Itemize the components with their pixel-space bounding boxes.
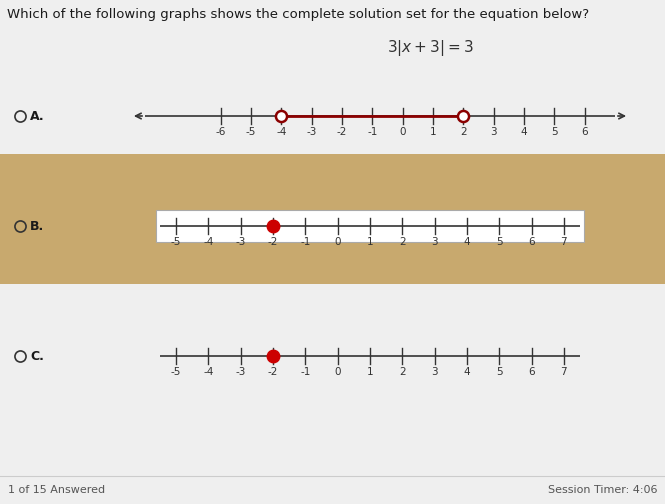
Text: 1: 1 (430, 127, 436, 137)
Text: -6: -6 (215, 127, 226, 137)
Text: -2: -2 (268, 367, 278, 377)
Bar (156, 210, 584, 242)
Text: 4: 4 (521, 127, 527, 137)
Text: 1: 1 (366, 367, 373, 377)
Text: 3: 3 (490, 127, 497, 137)
Text: $3|x + 3| = 3$: $3|x + 3| = 3$ (386, 38, 473, 58)
Text: 2: 2 (460, 127, 467, 137)
Text: 2: 2 (399, 237, 406, 247)
Text: 5: 5 (496, 237, 503, 247)
Text: -1: -1 (300, 367, 311, 377)
Text: 5: 5 (551, 127, 558, 137)
Text: -2: -2 (337, 127, 347, 137)
Text: 1: 1 (366, 237, 373, 247)
Text: 0: 0 (334, 237, 341, 247)
Text: B.: B. (30, 220, 45, 232)
Text: -3: -3 (235, 367, 246, 377)
Text: 1 of 15 Answered: 1 of 15 Answered (8, 485, 105, 495)
Text: A.: A. (30, 109, 45, 122)
Text: -3: -3 (307, 127, 317, 137)
Text: 2: 2 (399, 367, 406, 377)
Text: -5: -5 (246, 127, 256, 137)
Text: 6: 6 (528, 237, 535, 247)
Text: 3: 3 (432, 237, 438, 247)
Text: 4: 4 (464, 237, 470, 247)
Text: -5: -5 (171, 237, 182, 247)
Text: -4: -4 (203, 367, 213, 377)
Bar (0, 154, 665, 284)
Text: -1: -1 (367, 127, 378, 137)
Text: 5: 5 (496, 367, 503, 377)
Text: 6: 6 (581, 127, 588, 137)
Text: -4: -4 (203, 237, 213, 247)
Text: Session Timer: 4:06: Session Timer: 4:06 (547, 485, 657, 495)
Text: 0: 0 (400, 127, 406, 137)
Text: -2: -2 (268, 237, 278, 247)
Text: -3: -3 (235, 237, 246, 247)
Text: 7: 7 (561, 237, 567, 247)
Text: 7: 7 (561, 367, 567, 377)
Text: -4: -4 (276, 127, 287, 137)
Text: -5: -5 (171, 367, 182, 377)
Text: 6: 6 (528, 367, 535, 377)
Text: 0: 0 (334, 367, 341, 377)
Text: 3: 3 (432, 367, 438, 377)
Text: C.: C. (30, 349, 44, 362)
Text: Which of the following graphs shows the complete solution set for the equation b: Which of the following graphs shows the … (7, 8, 589, 21)
Text: 4: 4 (464, 367, 470, 377)
Text: -1: -1 (300, 237, 311, 247)
